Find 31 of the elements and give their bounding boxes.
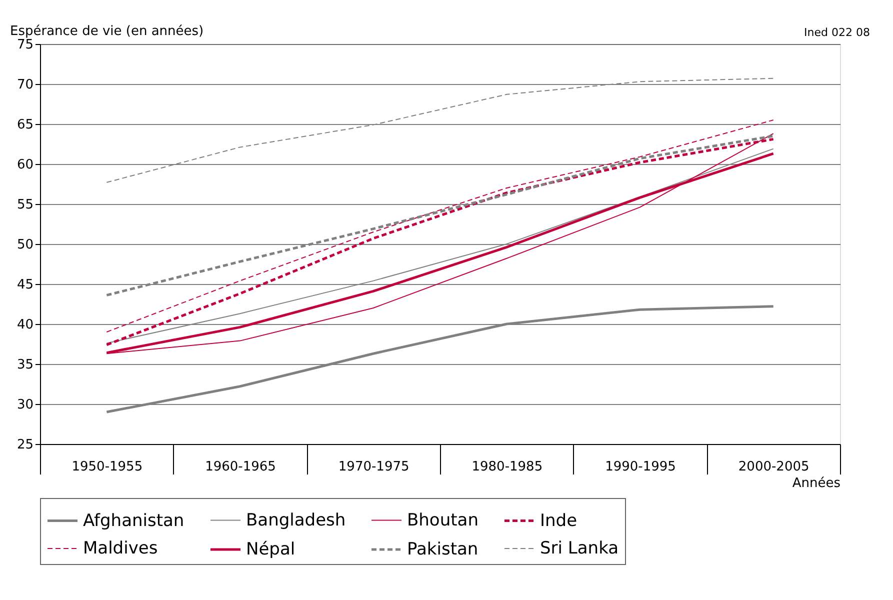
legend-label: Bhoutan (407, 510, 478, 530)
y-tick-label: 70 (16, 78, 34, 92)
y-axis-title: Espérance de vie (en années) (10, 24, 204, 39)
y-tick-label: 30 (16, 398, 34, 412)
x-tick-label: 1980-1985 (472, 460, 543, 474)
x-tick-label: 1990-1995 (605, 460, 676, 474)
legend-label: Maldives (83, 538, 158, 558)
line-series (106, 78, 774, 183)
y-tick-label: 60 (16, 158, 34, 172)
y-tick-label: 25 (16, 438, 34, 452)
legend-label: Bangladesh (246, 510, 346, 530)
y-tick-label: 50 (16, 238, 34, 252)
legend-label: Népal (246, 540, 296, 560)
x-axis-title: Années (792, 476, 841, 491)
y-tick-label: 45 (16, 278, 34, 292)
legend-label: Sri Lanka (540, 538, 619, 558)
x-tick-label: 1950-1955 (72, 460, 143, 474)
y-tick-label: 55 (16, 198, 34, 212)
x-tick-label: 1960-1965 (205, 460, 276, 474)
x-tick-label: 2000-2005 (738, 460, 810, 474)
y-tick-label: 65 (16, 118, 34, 132)
legend-label: Pakistan (407, 540, 478, 560)
legend-label: Inde (540, 510, 578, 531)
y-tick-label: 40 (16, 318, 34, 332)
line-series (105, 134, 775, 296)
y-tick-label: 75 (16, 38, 34, 52)
y-tick-label: 35 (16, 358, 34, 372)
text: Ined 022 08 (804, 26, 870, 39)
legend-label: Afghanistan (83, 510, 184, 531)
line-series (105, 305, 775, 414)
x-tick-label: 1970-1975 (338, 460, 410, 474)
